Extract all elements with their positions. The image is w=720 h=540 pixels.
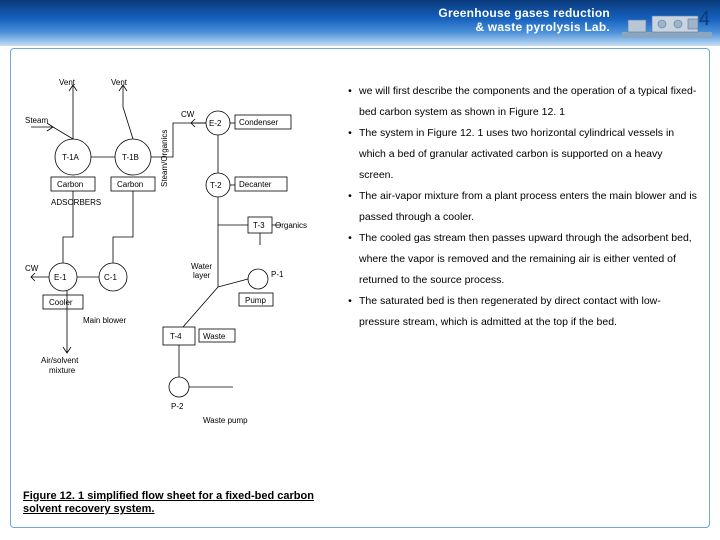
bullet-text: The air-vapor mixture from a plant proce… bbox=[359, 186, 697, 228]
lbl-p1: P-1 bbox=[271, 270, 284, 279]
bullet-item: • The air-vapor mixture from a plant pro… bbox=[341, 186, 697, 228]
lbl-vent2: Vent bbox=[111, 78, 128, 87]
lbl-carbon-b: Carbon bbox=[117, 180, 143, 189]
process-flow-diagram: Vent Vent Steam T-1A Carbon T-1B Carbon … bbox=[23, 77, 323, 437]
lbl-water1: Water bbox=[191, 262, 212, 271]
bullet-text: The system in Figure 12. 1 uses two hori… bbox=[359, 123, 697, 186]
lbl-waste-pump: Waste pump bbox=[203, 416, 248, 425]
lbl-t2: T-2 bbox=[210, 181, 222, 190]
lbl-organics: Organics bbox=[275, 221, 307, 230]
lbl-t4: T-4 bbox=[170, 332, 182, 341]
lbl-c1: C-1 bbox=[104, 273, 117, 282]
lbl-carbon-a: Carbon bbox=[57, 180, 83, 189]
bullet-item: • The cooled gas stream then passes upwa… bbox=[341, 228, 697, 291]
content-frame: Vent Vent Steam T-1A Carbon T-1B Carbon … bbox=[10, 48, 710, 528]
bullet-dot-icon: • bbox=[341, 81, 359, 123]
header-stripe bbox=[0, 0, 720, 46]
lbl-condenser: Condenser bbox=[239, 118, 278, 127]
lbl-pump: Pump bbox=[245, 296, 266, 305]
lbl-t1a: T-1A bbox=[62, 153, 80, 162]
lbl-steam: Steam bbox=[25, 116, 48, 125]
page-number: 4 bbox=[699, 8, 710, 31]
figure-caption: Figure 12. 1 simplified flow sheet for a… bbox=[23, 490, 333, 518]
lbl-waste: Waste bbox=[203, 332, 226, 341]
lbl-p2: P-2 bbox=[171, 402, 184, 411]
lbl-cw: CW bbox=[181, 110, 195, 119]
lbl-cooler: Cooler bbox=[49, 298, 73, 307]
header-title-line2: & waste pyrolysis Lab. bbox=[475, 20, 610, 34]
lbl-main-blower: Main blower bbox=[83, 316, 126, 325]
bullet-text: The cooled gas stream then passes upward… bbox=[359, 228, 697, 291]
lbl-e1: E-1 bbox=[54, 273, 67, 282]
header-title-line1: Greenhouse gases reduction bbox=[438, 6, 610, 20]
bullet-text: we will first describe the components an… bbox=[359, 81, 697, 123]
bullet-item: • The system in Figure 12. 1 uses two ho… bbox=[341, 123, 697, 186]
bullets-column: • we will first describe the components … bbox=[341, 59, 697, 488]
figure-caption-text: Figure 12. 1 simplified flow sheet for a… bbox=[23, 490, 314, 516]
bullet-dot-icon: • bbox=[341, 123, 359, 186]
bullet-dot-icon: • bbox=[341, 291, 359, 333]
lbl-airsolvent: Air/solvent bbox=[41, 356, 79, 365]
bullet-dot-icon: • bbox=[341, 186, 359, 228]
lbl-vent1: Vent bbox=[59, 78, 76, 87]
lbl-mixture: mixture bbox=[49, 366, 76, 375]
lbl-steam-organics: Steam/Organics bbox=[160, 130, 169, 187]
lbl-cw2: CW bbox=[25, 264, 39, 273]
diagram-column: Vent Vent Steam T-1A Carbon T-1B Carbon … bbox=[23, 59, 333, 488]
lbl-e2: E-2 bbox=[209, 119, 222, 128]
bullet-text: The saturated bed is then regenerated by… bbox=[359, 291, 697, 333]
bullet-item: • we will first describe the components … bbox=[341, 81, 697, 123]
bullet-dot-icon: • bbox=[341, 228, 359, 291]
lbl-decanter: Decanter bbox=[239, 180, 272, 189]
bullet-item: • The saturated bed is then regenerated … bbox=[341, 291, 697, 333]
lbl-t1b: T-1B bbox=[122, 153, 139, 162]
lbl-adsorbers: ADSORBERS bbox=[51, 198, 101, 207]
content-columns: Vent Vent Steam T-1A Carbon T-1B Carbon … bbox=[23, 59, 697, 488]
lbl-water2: layer bbox=[193, 271, 211, 280]
header-title: Greenhouse gases reduction & waste pyrol… bbox=[438, 6, 610, 34]
lbl-t3: T-3 bbox=[253, 221, 265, 230]
